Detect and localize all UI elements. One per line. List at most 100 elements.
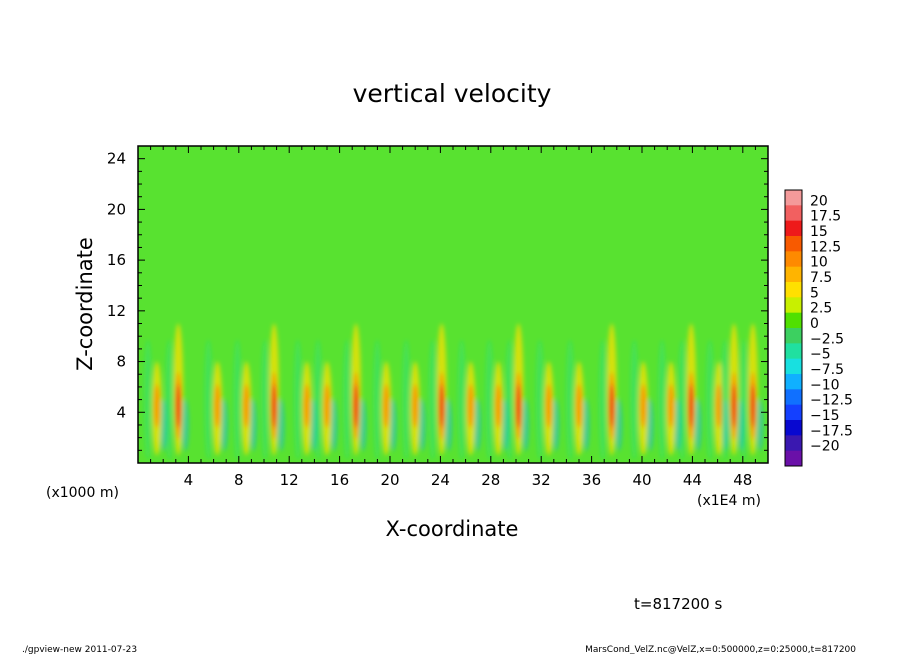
x-tick-label: 40 (632, 471, 651, 489)
colorbar-swatch (785, 282, 802, 298)
y-tick-label: 4 (116, 403, 126, 421)
x-axis-ticks: 4 8 12 16 20 24 28 32 36 40 44 48 (150, 146, 756, 489)
updraft-peak (731, 383, 737, 428)
updraft-peak (750, 383, 756, 428)
x-tick-label: 44 (683, 471, 702, 489)
cool-plume (457, 339, 466, 460)
y-axis-ticks: 4 8 12 16 20 24 (107, 150, 768, 451)
cool-plume (293, 339, 302, 460)
updraft-core (214, 383, 221, 428)
colorbar-frame (784, 189, 803, 467)
downdraft-column (277, 398, 285, 451)
colorbar: 2017.51512.5107.552.50−2.5−5−7.5−10−12.5… (784, 189, 853, 467)
cool-plume (630, 339, 639, 460)
colorbar-label: −10 (810, 377, 840, 393)
colorbar-swatch (785, 205, 802, 222)
downdraft-column (249, 398, 257, 451)
downdraft-column (220, 398, 228, 451)
updraft-core (715, 383, 722, 428)
x-tick-label: 48 (733, 471, 752, 489)
downdraft-column (445, 398, 453, 451)
x-axis-label: X-coordinate (386, 517, 519, 541)
cool-plume (505, 339, 514, 460)
x-tick-label: 32 (532, 471, 551, 489)
cool-plume (342, 339, 351, 460)
cool-plume (739, 339, 748, 460)
downdraft-column (359, 398, 367, 451)
x-unit-left: (x1000 m) (46, 485, 119, 501)
cool-plume (678, 339, 687, 460)
updraft-core (153, 383, 160, 428)
updraft-peak (353, 383, 359, 428)
footer-left: ./gpview-new 2011-07-23 (22, 645, 137, 654)
cool-plume (314, 339, 322, 460)
y-tick-label: 16 (107, 251, 126, 269)
cool-plume (485, 339, 494, 460)
colorbar-swatch (785, 450, 802, 467)
updraft-core (303, 383, 310, 428)
downdraft-column (522, 398, 530, 451)
colorbar-swatch (785, 389, 802, 406)
chart-title: vertical velocity (353, 79, 552, 108)
updraft-core (243, 383, 250, 428)
cool-plume (657, 339, 666, 460)
downdraft-column (615, 398, 623, 451)
x-tick-label: 8 (234, 471, 244, 489)
cool-plume (204, 339, 213, 460)
updraft-core (667, 383, 674, 428)
y-tick-label: 8 (116, 353, 126, 371)
colorbar-label: 17.5 (810, 209, 841, 225)
y-axis-label: Z-coordinate (73, 237, 97, 371)
cool-plume (428, 339, 437, 460)
downdraft-column (552, 398, 560, 451)
colorbar-swatch (785, 328, 802, 344)
downdraft-column (330, 398, 338, 451)
colorbar-label: −5 (810, 347, 831, 363)
downdraft-column (389, 398, 397, 451)
colorbar-label: −15 (810, 408, 840, 424)
colorbar-swatch (785, 251, 802, 268)
cool-plume (143, 339, 152, 460)
colorbar-label: −7.5 (810, 362, 844, 378)
x-tick-label: 28 (481, 471, 500, 489)
colorbar-label: 2.5 (810, 301, 832, 317)
cool-plume (566, 339, 574, 460)
colorbar-label: −2.5 (810, 331, 844, 347)
y-tick-label: 24 (107, 150, 126, 168)
x-unit-right: (x1E4 m) (697, 493, 761, 509)
x-tick-label: 4 (184, 471, 194, 489)
footer-right: MarsCond_VelZ.nc@VelZ,x=0:500000,z=0:250… (585, 645, 856, 654)
colorbar-swatch (785, 358, 802, 375)
x-tick-label: 20 (380, 471, 399, 489)
downdraft-column (474, 398, 482, 451)
updraft-core (576, 383, 582, 428)
colorbar-swatch (785, 312, 802, 329)
colorbar-swatch (785, 420, 802, 436)
updraft-core (467, 383, 474, 428)
x-tick-label: 36 (582, 471, 601, 489)
downdraft-column (582, 398, 590, 451)
updraft-peak (176, 383, 181, 428)
cool-plume (261, 339, 270, 460)
time-annotation: t=817200 s (634, 595, 722, 613)
cool-plume (165, 339, 174, 460)
downdraft-column (646, 398, 654, 451)
updraft-peak (271, 383, 277, 428)
x-tick-label: 12 (280, 471, 299, 489)
colorbar-swatch (785, 374, 802, 390)
cool-plume (598, 339, 607, 460)
updraft-core (412, 383, 419, 428)
colorbar-label: 5 (810, 285, 819, 301)
updraft-core (545, 383, 552, 428)
updraft-core (383, 383, 390, 428)
colorbar-swatch (785, 236, 802, 252)
colorbar-swatch (785, 266, 802, 283)
updraft-core (324, 383, 330, 428)
updraft-peak (609, 383, 614, 428)
updraft-peak (516, 383, 521, 428)
colorbar-label: −12.5 (810, 393, 853, 409)
colorbar-label: −20 (810, 439, 840, 455)
cool-plume (233, 339, 242, 460)
